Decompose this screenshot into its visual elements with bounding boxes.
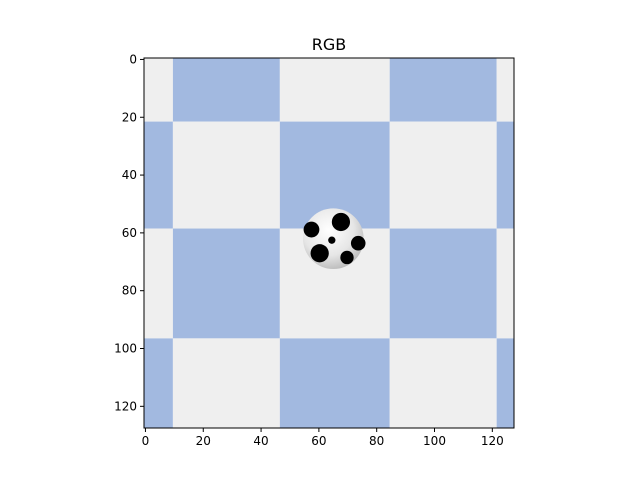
y-axis: 0 20 40 60 80 100 120 xyxy=(114,52,144,413)
checker-cell xyxy=(496,121,514,229)
y-tick-label: 80 xyxy=(122,284,137,298)
ball-patch xyxy=(340,250,354,265)
ball-patch xyxy=(303,221,320,238)
x-tick-label: 20 xyxy=(196,434,211,448)
soccer-ball xyxy=(302,208,366,270)
checker-cell xyxy=(389,338,497,428)
ball-patch xyxy=(328,236,336,244)
checker-cell xyxy=(496,58,514,122)
checker-cell xyxy=(496,228,514,339)
y-tick-label: 120 xyxy=(114,399,137,413)
checker-cell xyxy=(389,228,497,339)
checker-cell xyxy=(144,338,173,428)
x-tick-label: 120 xyxy=(481,434,504,448)
image-layer xyxy=(144,58,514,428)
ball-patch xyxy=(350,235,366,251)
checker-cell xyxy=(279,338,390,428)
x-tick-label: 0 xyxy=(142,434,150,448)
checker-cell xyxy=(389,58,497,122)
checker-cell xyxy=(144,58,173,122)
checker-cell xyxy=(172,121,280,229)
y-tick-label: 0 xyxy=(129,52,137,66)
x-tick-label: 80 xyxy=(369,434,384,448)
checker-cell xyxy=(496,338,514,428)
y-tick-label: 20 xyxy=(122,110,137,124)
axes-frame xyxy=(143,57,515,429)
y-tick-label: 60 xyxy=(122,226,137,240)
y-tick-label: 40 xyxy=(122,168,137,182)
checker-cell xyxy=(144,228,173,339)
checker-cell xyxy=(389,121,497,229)
x-axis: 0 20 40 60 80 100 120 xyxy=(142,428,504,448)
checker-cell xyxy=(172,228,280,339)
checker-cell xyxy=(279,58,390,122)
checker-cell xyxy=(172,58,280,122)
ball-patch xyxy=(331,212,351,232)
ball-patch xyxy=(310,244,329,263)
checker-cell xyxy=(144,121,173,229)
x-tick-label: 60 xyxy=(311,434,326,448)
x-tick-label: 100 xyxy=(423,434,446,448)
y-tick-label: 100 xyxy=(114,342,137,356)
chart-title: RGB xyxy=(312,35,347,54)
x-tick-label: 40 xyxy=(253,434,268,448)
checker-cell xyxy=(172,338,280,428)
